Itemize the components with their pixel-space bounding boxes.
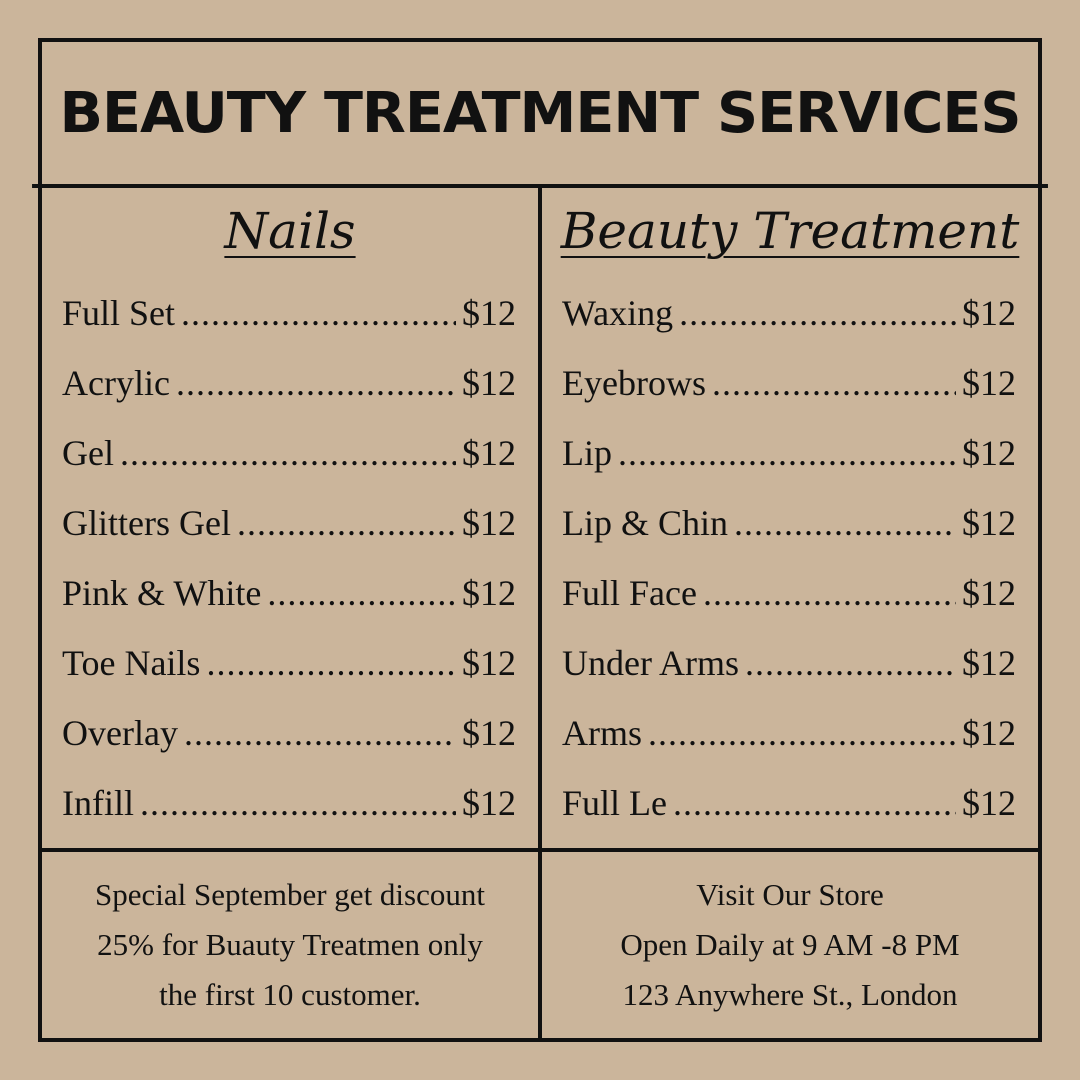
nails-list: Full Set $12 Acrylic $12 Gel $12 Glitters Gel $… (42, 292, 538, 852)
service-name: Acrylic (62, 363, 170, 403)
dot-leader (712, 362, 956, 404)
dot-leader (140, 782, 456, 824)
service-name: Overlay (62, 713, 178, 753)
service-name: Eyebrows (562, 363, 706, 403)
dot-leader (679, 292, 956, 334)
service-name: Full Le (562, 783, 667, 823)
service-item: Lip $12 (562, 432, 1016, 502)
service-item: Acrylic $12 (62, 362, 516, 432)
service-item: Infill $12 (62, 782, 516, 852)
menu-frame: BEAUTY TREATMENT SERVICES Nails Full Set… (32, 38, 1048, 1042)
service-price: $12 (962, 573, 1016, 613)
service-price: $12 (962, 293, 1016, 333)
service-price: $12 (462, 503, 516, 543)
service-name: Full Face (562, 573, 697, 613)
service-name: Lip & Chin (562, 503, 729, 543)
service-item: Toe Nails $12 (62, 642, 516, 712)
service-price: $12 (962, 643, 1016, 683)
service-name: Arms (562, 713, 642, 753)
service-item: Full Le $12 (562, 782, 1016, 852)
service-item: Lip & Chin $12 (562, 502, 1016, 572)
service-item: Overlay $12 (62, 712, 516, 782)
store-hours: Open Daily at 9 AM -8 PM (620, 927, 960, 962)
dot-leader (184, 712, 456, 754)
dot-leader (176, 362, 456, 404)
service-price: $12 (962, 503, 1016, 543)
service-name: Lip (562, 433, 612, 473)
service-name: Gel (62, 433, 114, 473)
store-info-box: Visit Our Store Open Daily at 9 AM -8 PM… (542, 852, 1038, 1038)
service-price: $12 (962, 783, 1016, 823)
service-item: Full Face $12 (562, 572, 1016, 642)
dot-leader (206, 642, 456, 684)
dot-leader (673, 782, 956, 824)
service-price: $12 (962, 363, 1016, 403)
service-item: Gel $12 (62, 432, 516, 502)
dot-leader (181, 292, 456, 334)
service-price: $12 (962, 713, 1016, 753)
store-heading: Visit Our Store (696, 877, 884, 912)
dot-leader (237, 502, 456, 544)
dot-leader (703, 572, 956, 614)
service-price: $12 (462, 363, 516, 403)
dot-leader (618, 432, 956, 474)
service-item: Arms $12 (562, 712, 1016, 782)
store-address: 123 Anywhere St., London (622, 977, 958, 1012)
service-price: $12 (462, 573, 516, 613)
beauty-heading: Beauty Treatment (560, 202, 1020, 260)
service-item: Under Arms $12 (562, 642, 1016, 712)
promo-line: the first 10 customer. (159, 977, 421, 1012)
services-section: Nails Full Set$12Acrylic$12Gel$12Glitter… (42, 188, 1038, 852)
service-name: Waxing (562, 293, 674, 333)
dot-leader (745, 642, 956, 684)
service-price: $12 (462, 783, 516, 823)
service-price: $12 (462, 643, 516, 683)
service-name: Glitters Gel (62, 503, 231, 543)
service-item: Eyebrows $12 (562, 362, 1016, 432)
service-price: $12 (462, 713, 516, 753)
service-item: Waxing $12 (562, 292, 1016, 362)
promo-line: Special September get discount (95, 877, 485, 912)
promo-box: Special September get discount 25% for B… (42, 852, 542, 1038)
service-item: Full Set $12 (62, 292, 516, 362)
beauty-column: Beauty Treatment Waxing$12Eyebrows$12Lip… (542, 188, 1038, 848)
service-price: $12 (962, 433, 1016, 473)
dot-leader (120, 432, 456, 474)
dot-leader (648, 712, 956, 754)
service-item: Pink & White $12 (62, 572, 516, 642)
service-price: $12 (462, 433, 516, 473)
service-item: Glitters Gel $12 (62, 502, 516, 572)
dot-leader (734, 502, 956, 544)
nails-heading: Nails (224, 202, 356, 260)
service-name: Under Arms (562, 643, 739, 683)
promo-line: 25% for Buauty Treatmen only (97, 927, 483, 962)
nails-column: Nails Full Set$12Acrylic$12Gel$12Glitter… (42, 188, 542, 848)
info-section: Special September get discount 25% for B… (42, 852, 1038, 1038)
dot-leader (267, 572, 456, 614)
service-name: Full Set (62, 293, 176, 333)
service-name: Infill (62, 783, 134, 823)
service-name: Toe Nails (62, 643, 201, 683)
service-name: Pink & White (62, 573, 262, 613)
service-price: $12 (462, 293, 516, 333)
page-title: BEAUTY TREATMENT SERVICES (32, 42, 1048, 188)
